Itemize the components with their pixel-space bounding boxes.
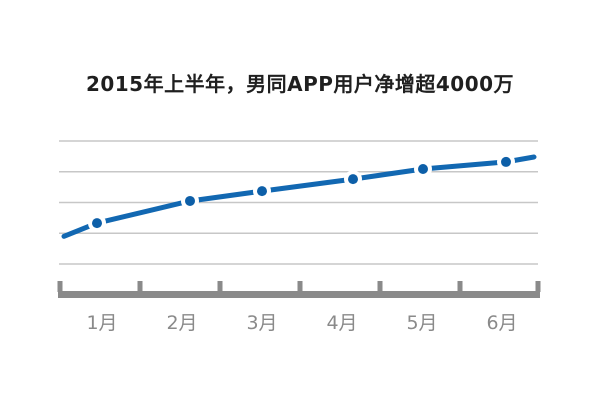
x-axis-bar	[58, 291, 540, 298]
data-point	[348, 174, 358, 185]
x-axis-tick	[217, 281, 223, 292]
data-point	[185, 195, 195, 206]
data-point	[418, 163, 428, 174]
data-point	[257, 186, 267, 197]
x-axis-tick	[137, 281, 143, 292]
x-axis-tick	[457, 281, 463, 292]
x-axis-label: 5月	[406, 312, 437, 334]
data-point	[501, 156, 511, 167]
data-point	[92, 218, 102, 229]
x-axis-tick	[57, 281, 63, 292]
x-axis-tick	[297, 281, 303, 292]
x-axis-label: 1月	[86, 312, 117, 334]
data-line	[61, 154, 537, 239]
x-axis-label: 2月	[166, 312, 197, 334]
chart-title: 2015年上半年，男同APP用户净增超4000万	[85, 72, 515, 96]
x-axis-tick	[377, 281, 383, 292]
x-axis-label: 4月	[326, 312, 357, 334]
x-axis-label: 6月	[486, 312, 517, 334]
x-axis-tick	[535, 281, 541, 292]
x-axis-label: 3月	[246, 312, 277, 334]
